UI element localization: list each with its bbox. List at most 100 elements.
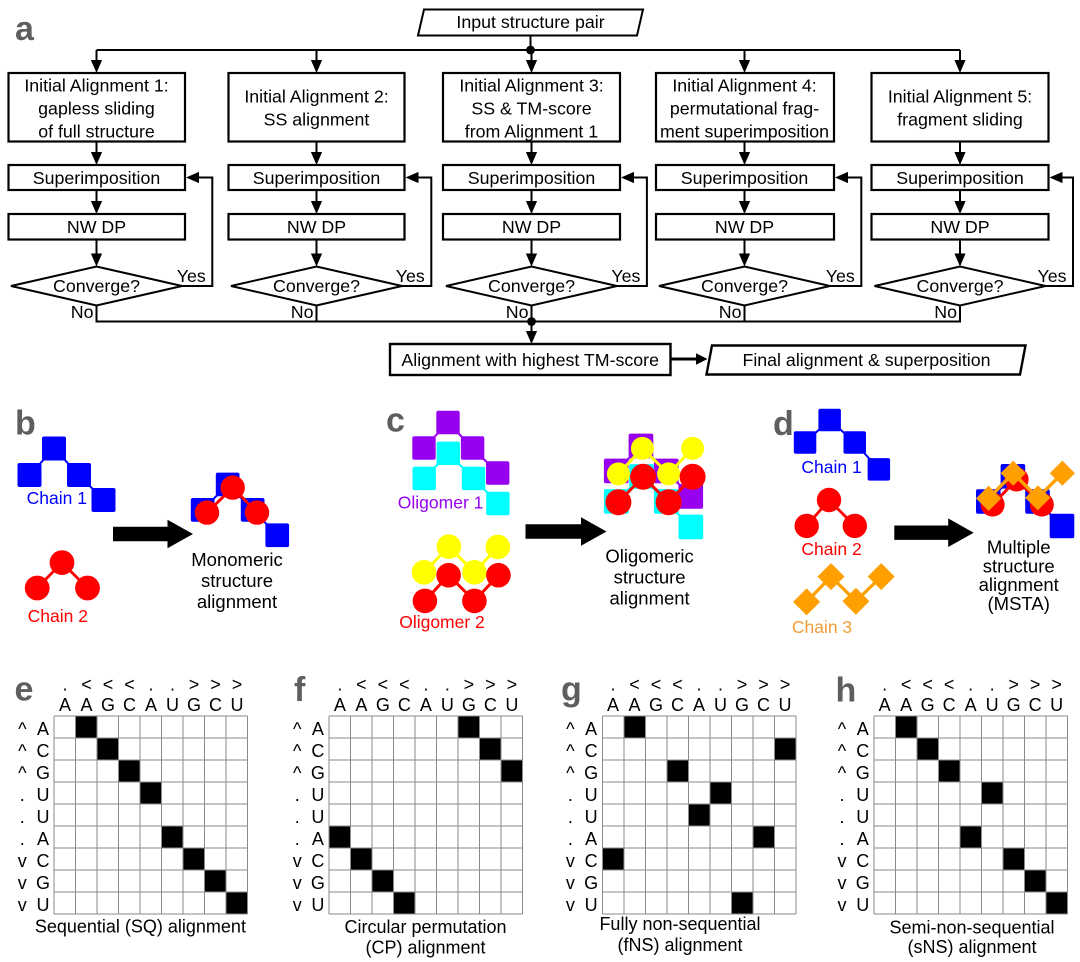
svg-text:C: C <box>585 851 598 871</box>
svg-text:A: A <box>37 719 49 739</box>
svg-text:Yes: Yes <box>1037 266 1066 286</box>
svg-text:C: C <box>311 851 324 871</box>
svg-text:No: No <box>71 302 94 322</box>
svg-text:^: ^ <box>838 741 847 761</box>
svg-text:Chain 2: Chain 2 <box>801 539 861 559</box>
svg-text:ment superimposition: ment superimposition <box>660 122 829 142</box>
svg-text:alignment: alignment <box>197 591 277 612</box>
svg-text:.: . <box>295 785 300 805</box>
svg-text:A: A <box>879 695 891 715</box>
svg-text:C: C <box>856 851 869 871</box>
svg-text:C: C <box>209 695 222 715</box>
svg-text:U: U <box>856 807 869 827</box>
svg-text:<: < <box>944 675 955 695</box>
svg-text:>: > <box>780 675 791 695</box>
svg-text:Sequential (SQ) alignment: Sequential (SQ) alignment <box>35 917 246 937</box>
svg-text:^: ^ <box>18 741 27 761</box>
svg-text:v: v <box>838 851 847 871</box>
svg-text:Initial Alignment 5:: Initial Alignment 5: <box>888 87 1032 107</box>
svg-text:fragment sliding: fragment sliding <box>897 110 1023 130</box>
svg-text:U: U <box>311 785 324 805</box>
svg-text:U: U <box>856 785 869 805</box>
svg-text:>: > <box>1051 675 1062 695</box>
svg-text:structure: structure <box>201 570 273 591</box>
svg-text:<: < <box>651 675 662 695</box>
svg-text:A: A <box>900 695 912 715</box>
svg-text:G: G <box>101 695 115 715</box>
svg-text:of full structure: of full structure <box>38 122 155 142</box>
svg-text:A: A <box>37 829 49 849</box>
svg-text:U: U <box>37 895 50 915</box>
svg-text:Yes: Yes <box>826 266 855 286</box>
svg-text:C: C <box>671 695 684 715</box>
svg-text:Input structure pair: Input structure pair <box>456 12 604 32</box>
svg-text:>: > <box>189 675 200 695</box>
svg-text:Initial Alignment 4:: Initial Alignment 4: <box>672 76 816 96</box>
svg-text:v: v <box>18 851 27 871</box>
svg-text:.: . <box>295 807 300 827</box>
svg-text:A: A <box>59 695 71 715</box>
svg-text:G: G <box>311 873 325 893</box>
svg-text:Fully non-sequential: Fully non-sequential <box>599 914 760 934</box>
svg-text:Chain 2: Chain 2 <box>28 606 88 626</box>
svg-text:A: A <box>80 695 92 715</box>
svg-text:gapless sliding: gapless sliding <box>38 99 155 119</box>
svg-text:C: C <box>1029 695 1042 715</box>
svg-text:<: < <box>922 675 933 695</box>
svg-text:.: . <box>611 675 616 695</box>
svg-text:>: > <box>507 675 518 695</box>
svg-text:A: A <box>857 719 869 739</box>
svg-text:>: > <box>485 675 496 695</box>
svg-text:C: C <box>757 695 770 715</box>
svg-text:Superimposition: Superimposition <box>33 168 161 188</box>
svg-text:g: g <box>561 671 582 709</box>
svg-text:A: A <box>334 695 346 715</box>
svg-text:U: U <box>441 695 454 715</box>
svg-text:Initial Alignment 2:: Initial Alignment 2: <box>244 87 388 107</box>
svg-text:.: . <box>337 675 342 695</box>
svg-text:Superimposition: Superimposition <box>681 168 809 188</box>
svg-text:c: c <box>386 402 405 440</box>
svg-text:C: C <box>398 695 411 715</box>
svg-text:U: U <box>585 895 598 915</box>
svg-text:Converge?: Converge? <box>488 276 575 296</box>
svg-text:a: a <box>15 10 35 48</box>
svg-text:U: U <box>856 895 869 915</box>
svg-text:<: < <box>399 675 410 695</box>
svg-text:v: v <box>293 851 302 871</box>
svg-text:.: . <box>295 829 300 849</box>
svg-text:C: C <box>311 741 324 761</box>
svg-text:^: ^ <box>293 719 302 739</box>
svg-text:>: > <box>210 675 221 695</box>
svg-text:A: A <box>693 695 705 715</box>
svg-text:.: . <box>839 829 844 849</box>
svg-text:A: A <box>585 829 597 849</box>
svg-text:Monomeric: Monomeric <box>191 549 283 570</box>
svg-text:C: C <box>484 695 497 715</box>
svg-text:Chain 1: Chain 1 <box>27 488 87 508</box>
svg-text:SS alignment: SS alignment <box>264 110 370 130</box>
svg-text:A: A <box>629 695 641 715</box>
svg-text:.: . <box>148 675 153 695</box>
svg-text:No: No <box>719 302 742 322</box>
svg-text:>: > <box>1030 675 1041 695</box>
svg-text:No: No <box>291 302 314 322</box>
svg-text:.: . <box>697 675 702 695</box>
svg-text:Oligomeric: Oligomeric <box>605 546 693 567</box>
svg-text:<: < <box>103 675 114 695</box>
svg-text:^: ^ <box>566 763 575 783</box>
svg-text:Chain 3: Chain 3 <box>792 617 852 637</box>
svg-text:from Alignment 1: from Alignment 1 <box>465 122 599 142</box>
svg-text:e: e <box>15 671 34 709</box>
svg-text:f: f <box>294 671 306 709</box>
svg-text:.: . <box>62 675 67 695</box>
svg-text:^: ^ <box>18 763 27 783</box>
svg-text:<: < <box>629 675 640 695</box>
svg-text:.: . <box>568 807 573 827</box>
svg-text:Yes: Yes <box>611 266 640 286</box>
svg-text:G: G <box>856 763 870 783</box>
svg-text:U: U <box>230 695 243 715</box>
svg-text:^: ^ <box>838 719 847 739</box>
svg-text:.: . <box>20 807 25 827</box>
svg-text:G: G <box>584 763 598 783</box>
